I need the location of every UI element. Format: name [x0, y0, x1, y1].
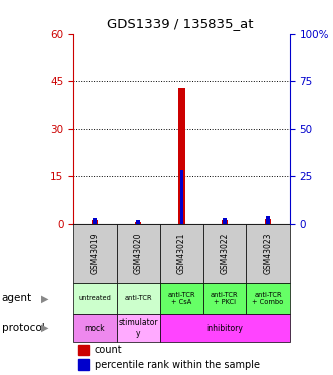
Bar — [178, 87, 185, 224]
Text: anti-TCR
+ Combo: anti-TCR + Combo — [252, 292, 284, 305]
Text: agent: agent — [2, 294, 32, 303]
Bar — [221, 220, 228, 224]
Text: GSM43020: GSM43020 — [134, 232, 143, 274]
Bar — [223, 218, 227, 223]
Text: anti-TCR: anti-TCR — [125, 296, 152, 302]
Bar — [265, 219, 271, 224]
Bar — [135, 222, 142, 224]
Text: count: count — [95, 345, 123, 355]
Text: GSM43022: GSM43022 — [220, 232, 229, 274]
Text: GSM43021: GSM43021 — [177, 232, 186, 274]
Text: protocol: protocol — [0, 374, 1, 375]
Text: anti-TCR
+ PKCi: anti-TCR + PKCi — [211, 292, 238, 305]
Bar — [78, 359, 90, 370]
Bar — [136, 220, 140, 224]
Text: GDS1339 / 135835_at: GDS1339 / 135835_at — [107, 17, 253, 30]
Bar — [73, 224, 117, 283]
Bar — [92, 220, 98, 224]
Bar — [117, 224, 160, 283]
Bar — [179, 170, 183, 224]
Bar — [203, 224, 246, 283]
Text: anti-TCR
+ CsA: anti-TCR + CsA — [168, 292, 195, 305]
Bar — [78, 345, 90, 355]
Bar — [117, 314, 160, 342]
Bar — [160, 314, 290, 342]
Text: GSM43019: GSM43019 — [90, 232, 100, 274]
Text: inhibitory: inhibitory — [206, 324, 243, 333]
Text: GDS1339 / 135835_at: GDS1339 / 135835_at — [0, 374, 1, 375]
Bar — [73, 283, 117, 314]
Text: agent: agent — [0, 374, 1, 375]
Bar — [246, 224, 290, 283]
Text: GSM43023: GSM43023 — [263, 232, 273, 274]
Text: stimulator
y: stimulator y — [119, 318, 158, 338]
Text: untreated: untreated — [79, 296, 111, 302]
Text: percentile rank within the sample: percentile rank within the sample — [95, 360, 260, 370]
Bar — [160, 224, 203, 283]
Bar — [246, 283, 290, 314]
Bar — [73, 314, 117, 342]
Text: ▶: ▶ — [41, 323, 49, 333]
Text: ▶: ▶ — [41, 294, 49, 303]
Bar — [160, 283, 203, 314]
Bar — [117, 283, 160, 314]
Bar — [266, 216, 270, 223]
Bar — [93, 218, 97, 223]
Bar — [203, 283, 246, 314]
Text: mock: mock — [85, 324, 105, 333]
Text: protocol: protocol — [2, 323, 44, 333]
